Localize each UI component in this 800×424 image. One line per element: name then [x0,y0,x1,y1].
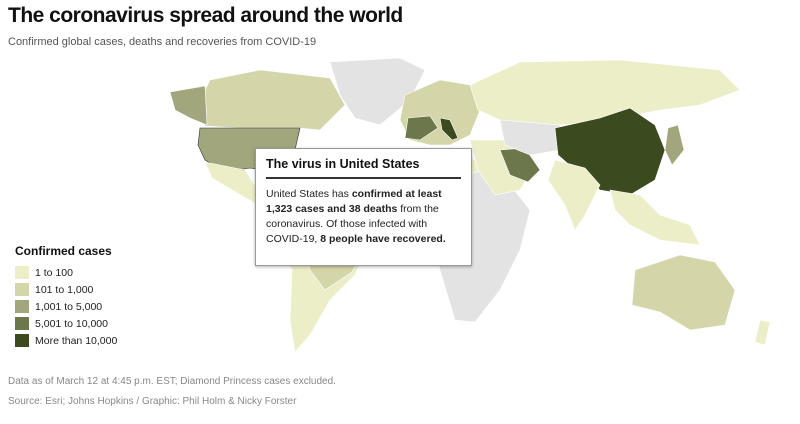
legend-item: 5,001 to 10,000 [15,315,123,332]
popup-text-segment: from the coronavirus. Of those infected … [266,203,439,245]
spain-france [404,115,439,141]
legend: Confirmed cases 1 to 100 101 to 1,000 1,00… [8,238,130,355]
legend-item: More than 10,000 [15,332,123,349]
india [547,159,601,231]
popup-text-segment: confirmed at least 1,323 cases and 38 de… [266,188,442,215]
legend-label: 1,001 to 5,000 [35,300,103,313]
central-asia [499,119,561,156]
legend-title: Confirmed cases [15,244,112,258]
subtitle: Confirmed global cases, deaths and recov… [8,36,317,48]
popup-text-segment: 8 people have recovered. [320,233,446,245]
popup-text: United States has confirmed at least 1,3… [266,187,461,247]
legend-label: 101 to 1,000 [35,283,94,296]
legend-item: 101 to 1,000 [15,281,123,298]
southeast-asia [609,189,701,246]
legend-swatch [15,317,29,330]
canada [199,69,346,131]
greenland [329,57,426,126]
popup-text-segment: United States has [266,188,352,200]
new-zealand [754,319,771,346]
legend-label: 5,001 to 10,000 [35,317,108,330]
popup: The virus in United States United States… [255,148,472,266]
legend-item: 1 to 100 [15,264,123,281]
legend-swatch [15,266,29,279]
alaska [169,85,208,126]
legend-swatch [15,283,29,296]
footnote: Data as of March 12 at 4:45 p.m. EST; Di… [8,376,336,387]
italy [439,117,459,141]
legend-items: 1 to 100 101 to 1,000 1,001 to 5,000 5,001 … [15,264,123,349]
popup-title: The virus in United States [266,157,461,179]
russia [469,59,741,126]
australia [631,254,736,331]
legend-swatch [15,300,29,313]
japan-korea [664,124,685,166]
title: The coronavirus spread around the world [8,4,403,27]
legend-label: More than 10,000 [35,334,118,347]
legend-label: 1 to 100 [35,266,73,279]
legend-swatch [15,334,29,347]
legend-item: 1,001 to 5,000 [15,298,123,315]
source: Source: Esri; Johns Hopkins / Graphic: P… [8,396,297,407]
